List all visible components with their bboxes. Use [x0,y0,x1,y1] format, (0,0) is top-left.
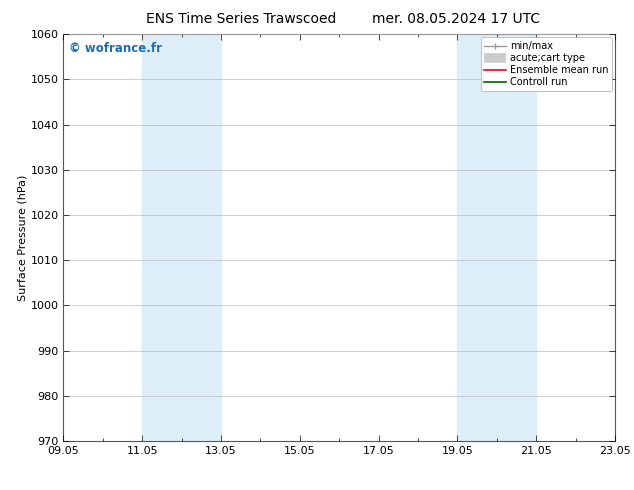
Y-axis label: Surface Pressure (hPa): Surface Pressure (hPa) [18,174,28,301]
Text: mer. 08.05.2024 17 UTC: mer. 08.05.2024 17 UTC [372,12,541,26]
Legend: min/max, acute;cart type, Ensemble mean run, Controll run: min/max, acute;cart type, Ensemble mean … [481,37,612,91]
Bar [457,34,536,441]
Bar [142,34,221,441]
Text: ENS Time Series Trawscoed: ENS Time Series Trawscoed [146,12,336,26]
Text: © wofrance.fr: © wofrance.fr [69,43,162,55]
